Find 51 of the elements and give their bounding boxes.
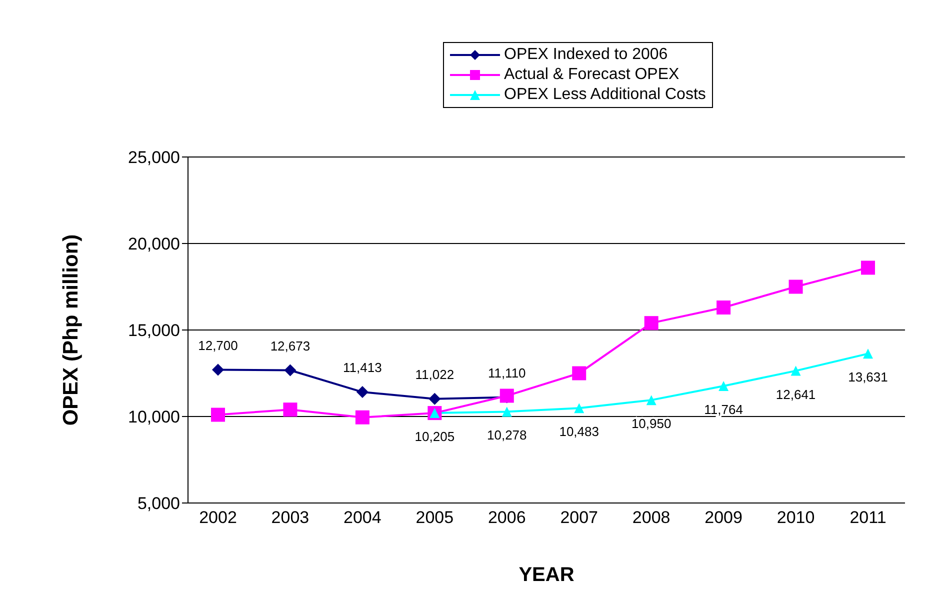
data-label: 11,413	[343, 360, 382, 376]
point	[574, 403, 584, 414]
point	[572, 366, 586, 380]
point	[861, 260, 875, 275]
point	[788, 280, 803, 294]
data-label: 10,278	[487, 428, 527, 443]
x-tick-label: 2002	[199, 508, 237, 528]
point	[283, 402, 298, 417]
y-tick-label: 10,000	[128, 408, 180, 427]
x-tick-label: 2006	[488, 508, 526, 528]
data-label: 12,673	[270, 338, 310, 354]
point	[716, 300, 731, 315]
point	[212, 364, 224, 376]
legend-label: OPEX Less Additional Costs	[504, 85, 706, 105]
point	[211, 408, 225, 422]
data-label: 12,641	[776, 386, 816, 402]
y-tick-label: 15,000	[128, 321, 180, 340]
x-tick-label: 2008	[632, 508, 670, 528]
y-tick-label: 25,000	[128, 148, 180, 168]
point	[644, 316, 658, 330]
point	[500, 388, 514, 403]
point	[863, 348, 873, 359]
data-label: 10,950	[631, 416, 672, 432]
data-label: 10,205	[414, 428, 455, 444]
y-axis-title: OPEX (Php million)	[59, 234, 82, 426]
data-label: 10,483	[559, 424, 599, 440]
data-label: 13,631	[848, 370, 888, 385]
x-tick-label: 2007	[560, 508, 598, 528]
y-tick-label: 5,000	[137, 494, 180, 514]
x-tick-label: 2010	[776, 508, 815, 528]
data-label: 11,022	[415, 366, 454, 382]
data-label: 11,110	[488, 365, 526, 380]
point	[356, 386, 368, 398]
legend-label: OPEX Indexed to 2006	[504, 45, 668, 65]
point	[502, 406, 512, 417]
point	[718, 380, 729, 391]
point	[646, 395, 656, 406]
x-tick-label: 2009	[704, 508, 742, 528]
x-tick-label: 2004	[344, 508, 382, 528]
data-label: 12,700	[198, 338, 238, 353]
point	[355, 410, 370, 424]
x-tick-label: 2011	[850, 508, 886, 528]
y-tick-label: 20,000	[128, 234, 180, 254]
x-tick-label: 2005	[416, 508, 454, 528]
data-label: 11,764	[704, 402, 743, 417]
point	[428, 392, 441, 405]
point	[284, 364, 296, 376]
x-tick-label: 2003	[271, 508, 310, 528]
x-axis-title: YEAR	[518, 564, 575, 586]
legend-label: Actual & Forecast OPEX	[504, 65, 680, 85]
point	[790, 366, 801, 376]
